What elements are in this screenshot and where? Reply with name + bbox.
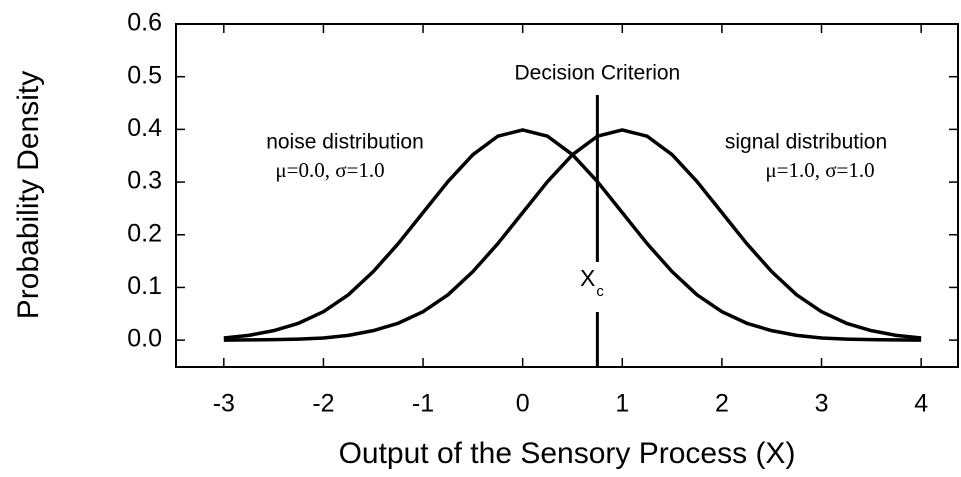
series-params: μ=0.0, σ=1.0	[275, 158, 384, 182]
curve	[223, 128, 922, 342]
y-tick-label: 0.6	[127, 9, 162, 37]
criterion-subscript: c	[596, 283, 604, 300]
x-tick-label: 4	[914, 390, 928, 418]
y-axis-title: Probability Density	[12, 71, 45, 319]
criterion-title: Decision Criterion	[515, 62, 681, 85]
x-tick-label: -1	[412, 390, 434, 418]
series-label: signal distribution	[725, 131, 887, 154]
series-label: noise distribution	[266, 131, 424, 154]
x-tick-label: 0	[516, 390, 530, 418]
x-tick-label: 1	[615, 390, 629, 418]
x-tick-label: -3	[213, 390, 235, 418]
x-axis-title: Output of the Sensory Process (X)	[339, 437, 796, 470]
series-params: μ=1.0, σ=1.0	[765, 158, 874, 182]
x-tick-label: -2	[312, 390, 334, 418]
y-tick-label: 0.1	[127, 272, 162, 300]
criterion-label: X	[580, 265, 595, 291]
x-tick-label: 3	[815, 390, 829, 418]
y-tick-label: 0.4	[127, 114, 162, 142]
y-tick-label: 0.0	[127, 325, 162, 353]
plot-frame	[175, 23, 959, 368]
y-tick-label: 0.3	[127, 167, 162, 195]
x-tick-label: 2	[715, 390, 729, 418]
y-tick-label: 0.5	[127, 61, 162, 89]
y-tick-label: 0.2	[127, 219, 162, 247]
